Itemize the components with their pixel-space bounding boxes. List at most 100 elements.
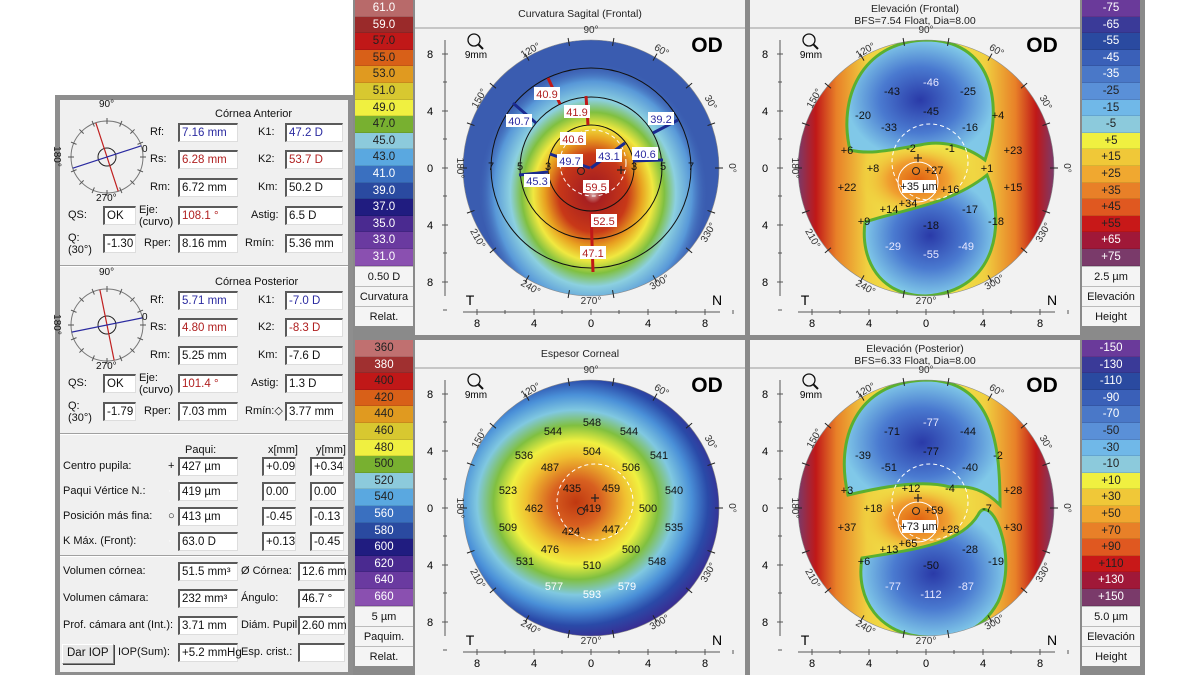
elevation-value: -4 [945,483,955,495]
map-elevation2[interactable]: Elevación (Posterior) BFS=6.33 Float, Dia… [750,340,1080,675]
elevation-value: -44 [960,426,976,438]
angle-tick [1020,422,1028,429]
elevation-value: -43 [884,86,900,98]
scale-cell: +130 [1082,572,1140,589]
elevation-value: -16 [962,122,978,134]
scale-cell: +70 [1082,522,1140,540]
zoom-label: 9mm [800,390,822,401]
scale-cell: -5 [1082,116,1140,133]
scale-cell: 45.0 [355,132,413,150]
volume-value2: 12.6 mm [298,562,347,581]
angle-tick [902,290,905,299]
elevation-value: +9 [858,216,871,228]
angle-tick [947,377,950,386]
center-elevation-value: +35 µm [900,181,937,193]
elevation-value: -51 [881,462,897,474]
curvature-value: 43.1 [598,151,619,163]
eye-label: OD [691,34,723,57]
y-tick-label: 8 [427,617,433,629]
map-curvature[interactable]: Curvatura Sagital (Frontal) 7 5 3 3 5 7 40.9 41.… [415,0,745,335]
angle-tick [859,393,865,401]
volume-label: Prof. cámara ant (Int.): [63,619,174,631]
scale-cell: 55.0 [355,49,413,67]
center-value-bg [902,180,936,193]
angle-tick [1020,247,1028,254]
angle-tick [1042,549,1051,554]
field-value: 6.28 mm [178,150,238,169]
angle-tick [567,37,570,46]
depression-lobe [862,172,998,296]
curvature-value: 47.1 [582,248,603,260]
map-canvas[interactable]: Elevación (Frontal)BFS=7.54 Float, Dia=8… [750,0,1080,335]
elevation-value: -77 [885,581,901,593]
field-value: -7.0 D [285,291,343,310]
scale-footer: Curvatura [355,285,413,306]
pachy-value: 413 µm [178,507,238,526]
scale-cell: 33.0 [355,232,413,249]
angle-label: 270° [916,296,937,307]
map-canvas[interactable]: Elevación (Posterior)BFS=6.33 Float, Dia… [750,340,1080,675]
compass-top-label: 90° [99,267,115,278]
pachy-row-label: Centro pupila: [63,460,132,472]
y-tick-label: 8 [762,277,768,289]
field-label: Rmín:◇ [245,405,283,417]
angle-tick [1042,122,1051,127]
magnifier-icon[interactable] [467,33,484,50]
angle-tick [707,462,716,467]
magnifier-icon[interactable] [802,373,819,390]
angle-tick [801,209,810,214]
volume-value: 232 mm³ [178,589,238,608]
pupil-circle [891,463,969,541]
elevation-value: -2 [906,143,916,155]
map-pachy[interactable]: Espesor Corneal 548 544 544 536 504 541 487 506 5… [415,340,745,675]
elevation-value: +16 [941,184,960,196]
scale-footer: 5.0 µm [1082,605,1140,626]
value-label-bg [632,147,658,160]
scale-cell: -130 [1082,356,1140,374]
field-value: 47.2 D [285,123,343,142]
scale-cell: 400 [355,373,413,390]
nasal-label: N [712,292,722,308]
thickness-value: 535 [665,522,683,534]
y-tick-label: 8 [427,277,433,289]
map-title: Curvatura Sagital (Frontal) [518,8,642,20]
field-value: 1.3 D [285,374,343,393]
x-tick-label: 4 [645,658,651,670]
analysis-panel-inner: Córnea Anterior 90° 270° 180° 0 Rf: 7.16 mm K1:… [51,99,348,672]
scale-cell: 57.0 [355,33,413,50]
map-elevation[interactable]: Elevación (Frontal) BFS=7.54 Float, Dia=8… [750,0,1080,335]
flat-axis-line [72,145,142,169]
magnifier-icon[interactable] [802,33,819,50]
field-value: -7.6 D [285,346,343,365]
angle-label: 0° [1061,163,1072,173]
thickness-value: 593 [583,589,601,601]
elevation-value: -49 [958,241,974,253]
scale-cell: 420 [355,389,413,407]
magnifier-icon[interactable] [467,373,484,390]
compass-bottom-label: 270° [96,361,117,372]
x-tick-label: 8 [809,318,815,330]
elevation-value: +6 [841,145,854,157]
pachy-marker: · [168,485,172,497]
angle-tick [685,82,693,89]
thickness-value: 531 [516,556,534,568]
angle-tick [801,462,810,467]
angle-tick [707,549,716,554]
map-canvas[interactable]: Curvatura Sagital (Frontal) 7 5 3 3 5 7 40.9 41.… [415,0,745,335]
angle-label: 0° [726,163,737,173]
compass-right-label: 0 [142,312,148,323]
scale-cell: 620 [355,555,413,573]
thickness-value: 506 [622,462,640,474]
y-tick-label: 4 [762,560,768,572]
scale-cell: +30 [1082,489,1140,506]
elevation-value: +28 [1004,485,1023,497]
map-canvas[interactable]: Espesor Corneal 548 544 544 536 504 541 487 506 5… [415,340,745,675]
x-tick-label: 8 [702,318,708,330]
y-tick-label: 8 [427,49,433,61]
thickness-value: 548 [648,556,666,568]
curvature-value: 40.6 [562,134,583,146]
field-value: 101.4 ° [178,374,238,393]
dar-iop-button[interactable]: Dar IOP [62,644,114,664]
compass-diagram [68,286,146,364]
field-label: Rm: [150,181,171,193]
